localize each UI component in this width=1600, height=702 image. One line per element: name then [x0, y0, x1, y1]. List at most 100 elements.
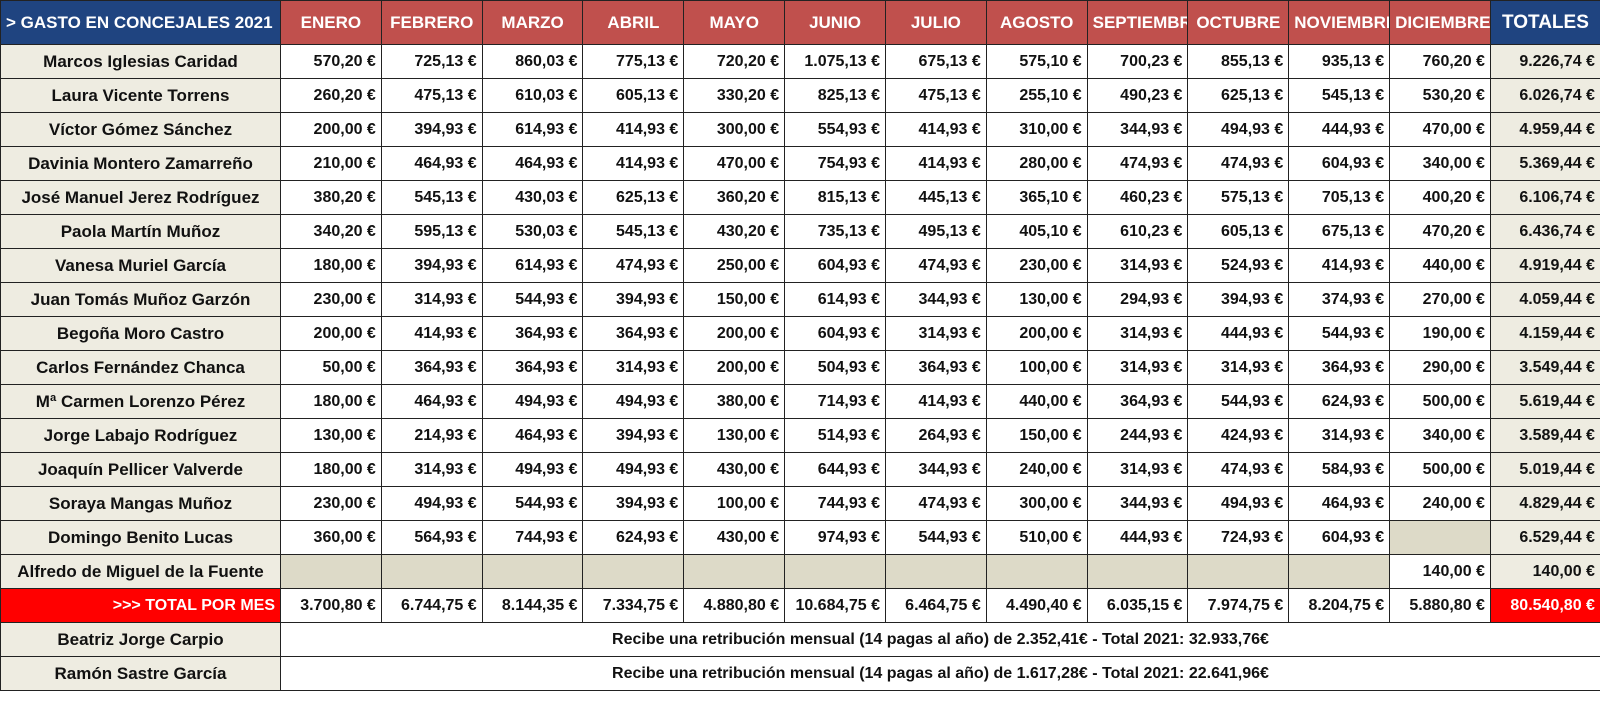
amount: 720,20 €: [683, 44, 786, 79]
data-row: Davinia Montero Zamarreño 210,00 €464,93 …: [0, 146, 1600, 181]
amount: 494,93 €: [582, 452, 685, 487]
amount: 610,03 €: [481, 78, 584, 113]
month-header: JUNIO: [784, 0, 886, 45]
row-total: 4.959,44 €: [1489, 112, 1600, 147]
amount: 700,23 €: [1086, 44, 1189, 79]
amount: 724,93 €: [1187, 520, 1290, 555]
councillor-name: Víctor Gómez Sánchez: [0, 112, 281, 147]
amount: 414,93 €: [884, 112, 987, 147]
amount: 230,00 €: [985, 248, 1088, 283]
amount: 294,93 €: [1086, 282, 1189, 317]
amount: 150,00 €: [683, 282, 786, 317]
data-row: Marcos Iglesias Caridad 570,20 €725,13 €8…: [0, 44, 1600, 79]
amount: 605,13 €: [582, 78, 685, 113]
amount: 364,93 €: [1288, 350, 1391, 385]
amount: 330,20 €: [683, 78, 786, 113]
data-row: Víctor Gómez Sánchez 200,00 €394,93 €614,…: [0, 112, 1600, 147]
month-header: JULIO: [884, 0, 987, 45]
month-header: AGOSTO: [985, 0, 1088, 45]
councillor-name: Marcos Iglesias Caridad: [0, 44, 281, 79]
amount: 310,00 €: [985, 112, 1088, 147]
empty-cell: [884, 554, 987, 589]
month-total: 10.684,75 €: [784, 588, 886, 623]
amount: 130,00 €: [280, 418, 382, 453]
amount: 570,20 €: [280, 44, 382, 79]
month-total: 6.744,75 €: [380, 588, 483, 623]
amount: 50,00 €: [280, 350, 382, 385]
amount: 614,93 €: [481, 112, 584, 147]
amount: 414,93 €: [884, 146, 987, 181]
row-total: 6.436,74 €: [1489, 214, 1600, 249]
amount: 130,00 €: [985, 282, 1088, 317]
amount: 575,13 €: [1187, 180, 1290, 215]
amount: 180,00 €: [280, 452, 382, 487]
amount: 494,93 €: [380, 486, 483, 521]
amount: 344,93 €: [884, 452, 987, 487]
data-row: José Manuel Jerez Rodríguez 380,20 €545,1…: [0, 180, 1600, 215]
month-header: NOVIEMBRE: [1288, 0, 1391, 45]
amount: 270,00 €: [1389, 282, 1491, 317]
amount: 314,93 €: [1086, 248, 1189, 283]
amount: 614,93 €: [481, 248, 584, 283]
amount: 200,00 €: [683, 350, 786, 385]
amount: 405,10 €: [985, 214, 1088, 249]
amount: 644,93 €: [784, 452, 886, 487]
amount: 675,13 €: [884, 44, 987, 79]
row-total: 4.159,44 €: [1489, 316, 1600, 351]
councillor-name: Davinia Montero Zamarreño: [0, 146, 281, 181]
data-row: Mª Carmen Lorenzo Pérez 180,00 €464,93 €4…: [0, 384, 1600, 419]
councillor-name: Carlos Fernández Chanca: [0, 350, 281, 385]
amount: 430,00 €: [683, 520, 786, 555]
amount: 974,93 €: [784, 520, 886, 555]
amount: 464,93 €: [481, 418, 584, 453]
month-header: SEPTIEMBRE: [1086, 0, 1189, 45]
amount: 344,93 €: [1086, 112, 1189, 147]
data-row: Soraya Mangas Muñoz 230,00 €494,93 €544,9…: [0, 486, 1600, 521]
amount: 735,13 €: [784, 214, 886, 249]
row-total: 6.106,74 €: [1489, 180, 1600, 215]
amount: 400,20 €: [1389, 180, 1491, 215]
amount: 200,00 €: [280, 316, 382, 351]
amount: 190,00 €: [1389, 316, 1491, 351]
amount: 230,00 €: [280, 282, 382, 317]
amount: 610,23 €: [1086, 214, 1189, 249]
data-row: Juan Tomás Muñoz Garzón 230,00 €314,93 €5…: [0, 282, 1600, 317]
month-total: 7.974,75 €: [1187, 588, 1290, 623]
empty-cell: [380, 554, 483, 589]
amount: 314,93 €: [1288, 418, 1391, 453]
amount: 364,93 €: [1086, 384, 1189, 419]
data-row: Domingo Benito Lucas 360,00 €564,93 €744,…: [0, 520, 1600, 555]
councillor-name: Paola Martín Muñoz: [0, 214, 281, 249]
amount: 544,93 €: [481, 486, 584, 521]
amount: 200,00 €: [280, 112, 382, 147]
empty-cell: [481, 554, 584, 589]
amount: 180,00 €: [280, 248, 382, 283]
amount: 445,13 €: [884, 180, 987, 215]
councillor-name: Joaquín Pellicer Valverde: [0, 452, 281, 487]
amount: 604,93 €: [784, 316, 886, 351]
councillor-name: Mª Carmen Lorenzo Pérez: [0, 384, 281, 419]
amount: 464,93 €: [1288, 486, 1391, 521]
amount: 474,93 €: [1187, 146, 1290, 181]
amount: 500,00 €: [1389, 384, 1491, 419]
amount: 474,93 €: [884, 486, 987, 521]
amount: 340,00 €: [1389, 146, 1491, 181]
amount: 200,00 €: [683, 316, 786, 351]
amount: 530,20 €: [1389, 78, 1491, 113]
total-label: >>> TOTAL POR MES: [0, 588, 281, 623]
amount: 494,93 €: [1187, 486, 1290, 521]
amount: 494,93 €: [1187, 112, 1290, 147]
amount: 364,93 €: [884, 350, 987, 385]
data-row: Alfredo de Miguel de la Fuente 140,00 €14…: [0, 554, 1600, 589]
row-total: 9.226,74 €: [1489, 44, 1600, 79]
amount: 545,13 €: [582, 214, 685, 249]
amount: 364,93 €: [481, 350, 584, 385]
amount: 240,00 €: [1389, 486, 1491, 521]
amount: 474,93 €: [1187, 452, 1290, 487]
amount: 775,13 €: [582, 44, 685, 79]
empty-cell: [1086, 554, 1189, 589]
amount: 510,00 €: [985, 520, 1088, 555]
amount: 365,10 €: [985, 180, 1088, 215]
row-total: 5.369,44 €: [1489, 146, 1600, 181]
